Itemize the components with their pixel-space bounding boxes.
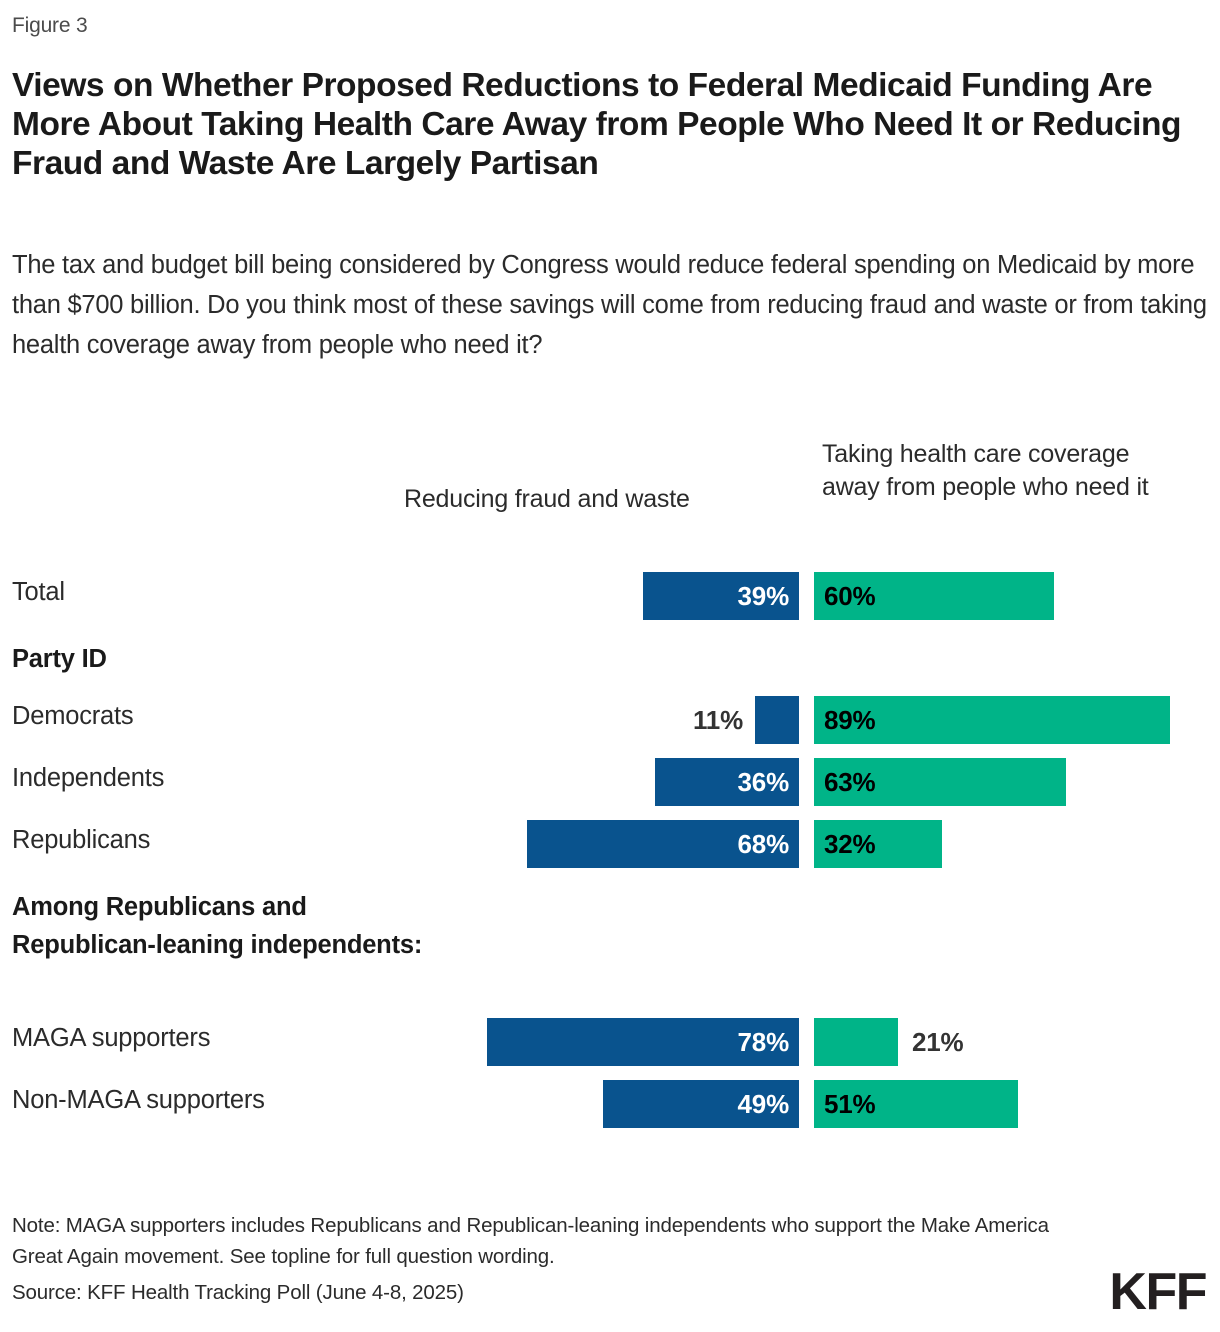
column-header-reducing-fraud-and-waste: Reducing fraud and waste: [404, 485, 690, 513]
page-title: Views on Whether Proposed Reductions to …: [12, 67, 1182, 182]
group-header-label: Among Republicans and Republican-leaning…: [12, 893, 423, 959]
bar-row: Democrats 11% 89%: [0, 696, 1220, 744]
bar-segment-reducing-fraud-and-waste[interactable]: 39%: [643, 572, 799, 620]
bar-value-label-left: 39%: [737, 581, 790, 611]
bar-row: Independents 36% 63%: [0, 758, 1220, 806]
bar-row: Total 39% 60%: [0, 572, 1220, 620]
row-label: Total: [12, 578, 65, 606]
bar-segment-taking-health-care-coverage[interactable]: 60%: [814, 572, 1054, 620]
bar-value-label-right: 51%: [824, 1089, 876, 1119]
group-header-row: Among Republicans and Republican-leaning…: [0, 888, 1220, 959]
bar-segment-taking-health-care-coverage[interactable]: 32%: [814, 820, 942, 868]
bar-row: Republicans 68% 32%: [0, 820, 1220, 868]
bar-segment-reducing-fraud-and-waste[interactable]: 11%: [693, 696, 799, 744]
bar-value-label-left: 49%: [737, 1089, 790, 1119]
chart-source: Source: KFF Health Tracking Poll (June 4…: [12, 1281, 464, 1304]
bar-segment-reducing-fraud-and-waste[interactable]: 36%: [655, 758, 799, 806]
bar-value-label-right: 60%: [824, 581, 876, 611]
kff-logo: KFF: [1109, 1263, 1207, 1321]
chart-subtitle: The tax and budget bill being considered…: [12, 251, 1207, 359]
bar-value-label-left: 11%: [692, 705, 743, 735]
figure-label: Figure 3: [12, 14, 88, 37]
bar-value-label-right: 21%: [912, 1027, 964, 1057]
bar-row: MAGA supporters 78% 21%: [0, 1018, 1220, 1066]
row-label: MAGA supporters: [12, 1024, 211, 1052]
bar-chart-plot: Total 39% 60% Party ID Democrats 11% 89% Indepe…: [0, 560, 1220, 1160]
bar-row: Non-MAGA supporters 49% 51%: [0, 1080, 1220, 1128]
bar-value-label-right: 89%: [824, 705, 876, 735]
bar-value-label-left: 78%: [737, 1027, 790, 1057]
bar-segment-reducing-fraud-and-waste[interactable]: 49%: [603, 1080, 799, 1128]
bar-segment-reducing-fraud-and-waste[interactable]: 78%: [487, 1018, 799, 1066]
bar-segment-taking-health-care-coverage[interactable]: 51%: [814, 1080, 1018, 1128]
bar-value-label-right: 32%: [824, 829, 876, 859]
group-header-row: Party ID: [0, 640, 1220, 688]
bar-value-label-left: 68%: [737, 829, 790, 859]
row-label: Democrats: [12, 702, 134, 730]
bar-value-label-right: 63%: [824, 767, 876, 797]
chart-note: Note: MAGA supporters includes Republica…: [12, 1214, 1049, 1268]
row-label: Republicans: [12, 826, 151, 854]
bar-segment-taking-health-care-coverage[interactable]: 21%: [814, 1018, 964, 1066]
row-label: Independents: [12, 764, 165, 792]
column-header-taking-health-care-coverage: Taking health care coverage away from pe…: [822, 440, 1149, 501]
group-header-label: Party ID: [12, 645, 107, 673]
bar-value-label-left: 36%: [737, 767, 790, 797]
row-label: Non-MAGA supporters: [12, 1086, 265, 1114]
bar-segment-taking-health-care-coverage[interactable]: 89%: [814, 696, 1170, 744]
bar-segment-reducing-fraud-and-waste[interactable]: 68%: [527, 820, 799, 868]
bar-segment-taking-health-care-coverage[interactable]: 63%: [814, 758, 1066, 806]
